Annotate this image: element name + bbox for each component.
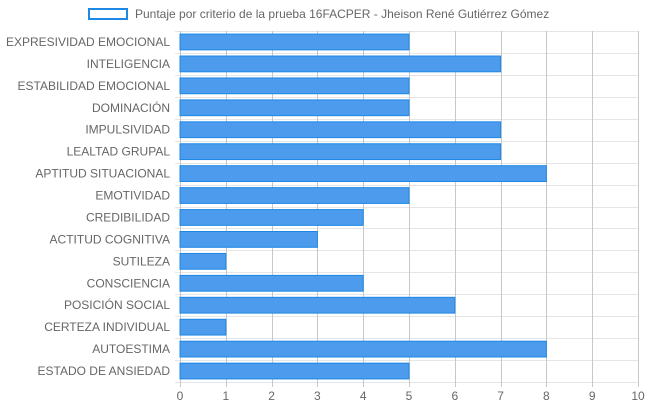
bar[interactable]: [179, 231, 318, 248]
x-axis-labels: 0 1 2 3 4 5 6 7 8 9 10: [177, 389, 645, 403]
y-axis-label: POSICIÓN SOCIAL: [64, 297, 170, 312]
y-axis-label: ESTADO DE ANSIEDAD: [38, 364, 171, 378]
grid-lines: [175, 31, 639, 387]
y-axis-label: EXPRESIVIDAD EMOCIONAL: [6, 35, 170, 49]
bar[interactable]: [179, 187, 410, 204]
y-axis-label: DOMINACIÓN: [92, 100, 170, 115]
x-axis-tick-label: 8: [543, 389, 550, 403]
x-axis-tick-label: 5: [406, 389, 413, 403]
legend-label[interactable]: Puntaje por criterio de la prueba 16FACP…: [135, 7, 550, 21]
x-axis-tick-label: 1: [222, 389, 229, 403]
y-axis-label: ESTABILIDAD EMOCIONAL: [18, 79, 171, 93]
bar[interactable]: [179, 33, 410, 51]
x-axis-tick-label: 6: [451, 389, 458, 403]
bar[interactable]: [179, 362, 410, 380]
x-axis-tick-label: 0: [177, 389, 184, 403]
x-axis-tick-label: 10: [631, 389, 645, 403]
bar[interactable]: [179, 77, 410, 95]
bar[interactable]: [179, 165, 547, 182]
y-axis-label: INTELIGENCIA: [87, 57, 170, 71]
x-axis-tick-label: 9: [589, 389, 596, 403]
y-axis-label: EMOTIVIDAD: [95, 189, 170, 203]
bar[interactable]: [179, 55, 502, 73]
y-axis-labels: EXPRESIVIDAD EMOCIONAL INTELIGENCIA ESTABI…: [6, 35, 170, 378]
y-axis-label: CREDIBILIDAD: [86, 210, 170, 224]
x-axis-tick-label: 7: [497, 389, 504, 403]
x-axis-tick-label: 3: [314, 389, 321, 403]
bar[interactable]: [179, 99, 410, 117]
bar[interactable]: [179, 252, 227, 270]
bar[interactable]: [179, 143, 502, 161]
y-axis-label: SUTILEZA: [113, 254, 170, 268]
y-axis-label: CONSCIENCIA: [87, 276, 170, 290]
bar[interactable]: [179, 340, 547, 358]
bar[interactable]: [179, 318, 227, 336]
bars: [179, 33, 547, 380]
x-axis-tick-label: 2: [268, 389, 275, 403]
bar[interactable]: [179, 296, 456, 314]
bar[interactable]: [179, 121, 502, 139]
bar[interactable]: [179, 274, 364, 292]
bar[interactable]: [179, 209, 364, 226]
y-axis-label: AUTOESTIMA: [92, 342, 170, 356]
y-axis-label: IMPULSIVIDAD: [85, 123, 170, 137]
y-axis-label: CERTEZA INDIVIDUAL: [44, 320, 170, 334]
y-axis-label: LEALTAD GRUPAL: [67, 145, 171, 159]
legend-swatch[interactable]: [88, 8, 128, 20]
y-axis-label: APTITUD SITUACIONAL: [35, 167, 170, 181]
y-axis-label: ACTITUD COGNITIVA: [50, 232, 170, 246]
x-axis-tick-label: 4: [360, 389, 367, 403]
